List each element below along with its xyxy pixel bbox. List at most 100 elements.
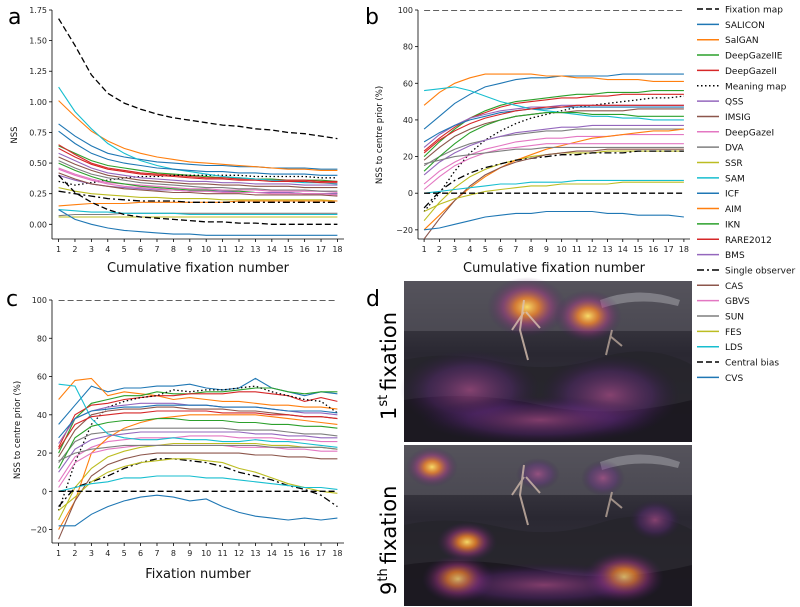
y-tick-label: 40: [37, 411, 47, 420]
x-tick-label: 18: [679, 245, 689, 254]
series-line-qss: [58, 152, 338, 186]
legend-label: CAS: [725, 282, 743, 292]
legend-label: LDS: [725, 343, 743, 353]
x-tick-label: 13: [250, 549, 260, 558]
series-line-bms: [58, 431, 338, 473]
series-line-meaning-map: [58, 174, 338, 186]
legend-item: FES: [697, 328, 742, 338]
legend-item: AIM: [697, 205, 742, 215]
x-tick-label: 7: [154, 549, 159, 558]
svg-text:1stfixation: 1stfixation: [376, 312, 401, 420]
y-tick-label: 0: [408, 189, 413, 198]
legend-item: LDS: [697, 343, 743, 353]
panel-d-heatmap-images: 1stfixation 9thfixation: [376, 277, 692, 607]
legend-label: SALICON: [725, 21, 765, 31]
legend-item: SAM: [697, 174, 745, 184]
x-tick-label: 8: [171, 549, 176, 558]
legend-label: Meaning map: [725, 82, 787, 92]
y-tick-label: 60: [403, 79, 413, 88]
x-tick-label: 11: [218, 549, 228, 558]
x-tick-label: 18: [332, 549, 342, 558]
legend-label: RARE2012: [725, 236, 772, 246]
x-tick-label: 15: [283, 245, 293, 254]
y-tick-label: 0.00: [29, 220, 47, 229]
series-line-cas: [58, 172, 338, 197]
x-tick-label: 17: [316, 245, 326, 254]
legend-item: SALICON: [697, 21, 765, 31]
x-tick-label: 18: [332, 245, 342, 254]
x-tick-label: 6: [138, 549, 143, 558]
y-tick-label: 40: [403, 116, 413, 125]
x-tick-label: 2: [72, 245, 77, 254]
x-tick-label: 13: [250, 245, 260, 254]
series-line-imsig: [58, 156, 338, 189]
legend-item: IMSIG: [697, 113, 751, 123]
panel-label-d: d: [366, 287, 380, 312]
series-line-gbvs: [423, 143, 684, 190]
legend-label: SAM: [725, 174, 745, 184]
series-line-fes: [58, 458, 338, 511]
legend-label: DVA: [725, 144, 744, 154]
series-line-sun: [58, 444, 338, 462]
series-line-bms: [423, 124, 684, 176]
legend-item: BMS: [697, 251, 745, 261]
x-tick-label: 9: [187, 549, 192, 558]
x-tick-label: 12: [234, 549, 244, 558]
series-line-sam: [58, 383, 338, 448]
series-line-deepgazei: [423, 134, 684, 185]
x-tick-label: 14: [267, 245, 277, 254]
legend-item: RARE2012: [697, 236, 772, 246]
x-tick-label: 14: [267, 549, 277, 558]
y-axis-label: NSS to centre prior (%): [375, 86, 385, 184]
x-tick-label: 4: [467, 245, 472, 254]
y-tick-label: −20: [30, 526, 47, 535]
series-line-fixation-map: [58, 18, 338, 140]
series-line-meaning-map: [57, 385, 338, 511]
series-group: [423, 10, 684, 239]
y-tick-label: 60: [37, 373, 47, 382]
x-tick-label: 14: [618, 245, 628, 254]
y-axis-label: NSS to centre prior (%): [13, 381, 23, 479]
series-line-aim: [58, 414, 338, 530]
x-tick-label: 15: [633, 245, 643, 254]
y-tick-label: −20: [396, 226, 413, 235]
legend-label: DeepGazeIIE: [725, 52, 783, 62]
x-tick-label: 16: [300, 245, 310, 254]
series-line-ikn: [423, 112, 684, 172]
series-line-dva: [423, 128, 684, 167]
series-line-deepgazeiie: [58, 387, 338, 454]
x-tick-label: 16: [300, 549, 310, 558]
series-line-single-observer: [58, 190, 338, 203]
x-axis-label: Cumulative fixation number: [463, 261, 646, 276]
x-tick-label: 1: [56, 549, 61, 558]
x-tick-label: 2: [437, 245, 442, 254]
x-tick-label: 4: [105, 245, 110, 254]
legend-item: Single observer: [697, 266, 796, 276]
x-tick-label: 9: [187, 245, 192, 254]
series-line-dva: [58, 427, 338, 463]
legend-item: Fixation map: [697, 6, 783, 16]
y-tick-label: 100: [32, 296, 47, 305]
series-line-cas: [58, 452, 338, 540]
panel-a-chart: 1 2 3 4 5 6 7 8 9 10 11 12 13 14 15 16 17 180.000.250.500…: [10, 6, 344, 276]
legend-item: QSS: [697, 98, 744, 108]
x-tick-label: 5: [122, 245, 127, 254]
legend-label: BMS: [725, 251, 745, 261]
legend-label: Fixation map: [725, 6, 783, 16]
y-tick-label: 20: [403, 153, 413, 162]
heatmap-image-ninth-fixation: [404, 445, 692, 607]
legend-item: DVA: [697, 144, 744, 154]
legend-item: IKN: [697, 220, 740, 230]
legend-item: ICF: [697, 190, 739, 200]
y-tick-label: 0: [42, 487, 47, 496]
legend-label: IMSIG: [725, 113, 751, 123]
series-line-rare2012: [58, 410, 338, 450]
x-tick-label: 2: [72, 549, 77, 558]
panel-label-b: b: [365, 5, 379, 30]
legend-item: DeepGazeIIE: [697, 52, 783, 62]
x-tick-label: 5: [483, 245, 488, 254]
series-line-ssr: [58, 187, 338, 202]
panel-label-c: c: [6, 287, 18, 312]
x-tick-label: 10: [557, 245, 567, 254]
